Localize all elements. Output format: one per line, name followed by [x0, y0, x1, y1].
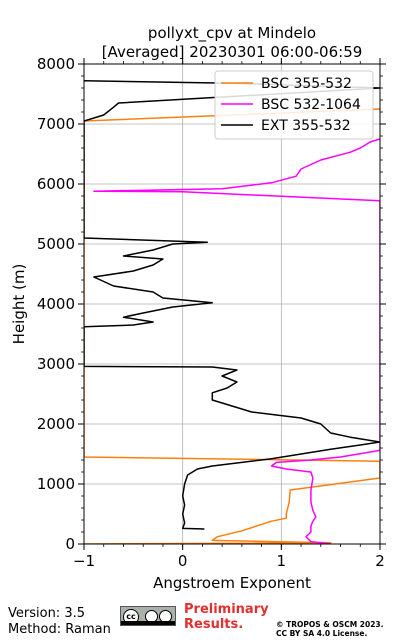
series-line-1	[84, 108, 380, 544]
method-text: Method: Raman	[8, 622, 111, 637]
profile-chart: −1 0 1 2 010002000300040005000600070008000 …	[10, 24, 386, 592]
chart-title-line2: [Averaged] 20230301 06:00-06:59	[102, 43, 363, 61]
x-tick-label: −1	[73, 552, 95, 570]
version-info: Version: 3.5 Method: Raman	[8, 606, 111, 638]
x-axis-label: Angstroem Exponent	[153, 574, 311, 592]
x-tick-label: 0	[178, 552, 188, 570]
version-text: Version: 3.5	[8, 606, 85, 621]
badge-strip	[121, 621, 175, 625]
legend-label: EXT 355-532	[261, 118, 351, 134]
copyright-notice: © TROPOS & OSCM 2023. CC BY SA 4.0 Licen…	[276, 620, 384, 638]
legend-box	[214, 70, 374, 140]
y-tick-label: 6000	[37, 175, 75, 193]
y-axis: 0 1000 2000 3000 4000 5000 6000 7000 8000	[37, 55, 386, 553]
copyright-line2: CC BY SA 4.0 License.	[276, 629, 368, 638]
y-tick-label: 4000	[37, 295, 75, 313]
preliminary-line2: Results.	[184, 617, 244, 632]
series-layer	[84, 80, 380, 544]
legend-label: BSC 355-532	[261, 76, 352, 92]
copyright-line1: © TROPOS & OSCM 2023.	[276, 620, 384, 629]
x-axis: −1 0 1 2	[73, 58, 385, 570]
y-tick-label: 3000	[37, 355, 75, 373]
series-line-3	[84, 80, 380, 530]
y-axis-label: Height (m)	[10, 264, 28, 345]
y-tick-label: 5000	[37, 235, 75, 253]
preliminary-notice: Preliminary Results.	[184, 602, 269, 632]
y-tick-label: 8000	[37, 55, 75, 73]
legend-label: BSC 532-1064	[261, 97, 361, 113]
cc-license-badge: cc	[120, 606, 176, 626]
preliminary-line1: Preliminary	[184, 602, 269, 617]
x-tick-label: 2	[375, 552, 385, 570]
series-line-2	[93, 138, 380, 544]
y-tick-label: 1000	[37, 475, 75, 493]
y-tick-label: 7000	[37, 115, 75, 133]
y-tick-label: 2000	[37, 415, 75, 433]
chart-title-line1: pollyxt_cpv at Mindelo	[148, 24, 316, 43]
y-tick-label: 0	[65, 535, 75, 553]
legend: BSC 355-532 BSC 532-1064 EXT 355-532	[214, 70, 374, 140]
x-tick-label: 1	[277, 552, 287, 570]
